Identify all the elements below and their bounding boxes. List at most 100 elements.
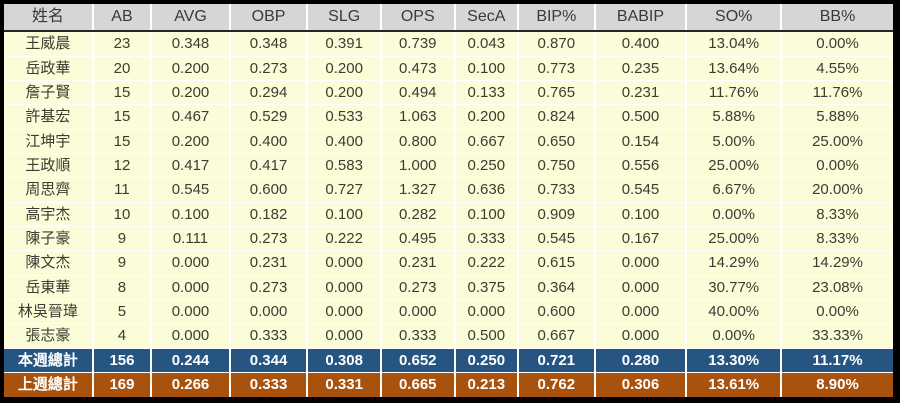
stat-cell: 0.533 (306, 104, 382, 130)
player-name-cell: 林吳晉瑋 (1, 298, 94, 325)
stat-cell: 0.400 (228, 128, 309, 154)
total-stat-cell: 0.250 (453, 347, 520, 373)
stat-cell: 14.29% (685, 250, 783, 276)
stat-cell: 0.250 (453, 152, 520, 179)
stat-cell: 0.400 (306, 128, 382, 154)
stat-cell: 0.231 (593, 79, 688, 106)
stat-cell: 0.417 (150, 152, 231, 179)
stat-cell: 0.000 (306, 250, 382, 276)
table-row: 許基宏 15 0.467 0.529 0.533 1.063 0.200 0.824 0.500… (1, 104, 896, 130)
total-stat-cell: 0.762 (517, 371, 596, 400)
total-stat-cell: 0.652 (379, 347, 456, 373)
stat-cell: 0.100 (453, 201, 520, 227)
stat-cell: 0.000 (150, 298, 231, 325)
player-name-cell: 許基宏 (1, 104, 94, 130)
stat-cell: 0.750 (517, 152, 596, 179)
stat-cell: 5.88% (685, 104, 783, 130)
stat-cell: 0.000 (593, 323, 688, 349)
stat-cell: 0.222 (306, 225, 382, 252)
stat-cell: 8.33% (780, 201, 896, 227)
stat-cell: 0.235 (593, 55, 688, 81)
stat-cell: 5.00% (685, 128, 783, 154)
stat-cell: 0.000 (150, 250, 231, 276)
player-name-cell: 岳東華 (1, 274, 94, 300)
stat-cell: 0.473 (379, 55, 456, 81)
column-header-obp: OBP (228, 1, 309, 32)
stat-cell: 0.167 (593, 225, 688, 252)
stat-cell: 0.417 (228, 152, 309, 179)
stat-cell: 25.00% (685, 152, 783, 179)
stat-cell: 40.00% (685, 298, 783, 325)
stat-cell: 11 (91, 177, 153, 203)
stat-cell: 0.909 (517, 201, 596, 227)
stat-cell: 0.200 (453, 104, 520, 130)
stat-cell: 0.154 (593, 128, 688, 154)
total-stat-cell: 0.331 (306, 371, 382, 400)
stat-cell: 30.77% (685, 274, 783, 300)
column-header-bip: BIP% (517, 1, 596, 32)
stat-cell: 0.111 (150, 225, 231, 252)
stat-cell: 0.100 (150, 201, 231, 227)
stat-cell: 25.00% (780, 128, 896, 154)
table-row: 高宇杰 10 0.100 0.182 0.100 0.282 0.100 0.909 0.100… (1, 201, 896, 227)
stat-cell: 0.650 (517, 128, 596, 154)
stat-cell: 20.00% (780, 177, 896, 203)
stat-cell: 0.500 (453, 323, 520, 349)
total-stat-cell: 0.333 (228, 371, 309, 400)
stat-cell: 0.375 (453, 274, 520, 300)
total-stat-cell: 0.280 (593, 347, 688, 373)
stat-cell: 12 (91, 152, 153, 179)
stat-cell: 0.231 (379, 250, 456, 276)
stat-cell: 8.33% (780, 225, 896, 252)
stat-cell: 0.000 (453, 298, 520, 325)
stat-cell: 0.000 (306, 323, 382, 349)
stat-cell: 20 (91, 55, 153, 81)
stat-cell: 0.100 (306, 201, 382, 227)
stat-cell: 4.55% (780, 55, 896, 81)
total-stat-cell: 0.213 (453, 371, 520, 400)
table-row: 周思齊 11 0.545 0.600 0.727 1.327 0.636 0.733 0.545… (1, 177, 896, 203)
stat-cell: 13.04% (685, 30, 783, 57)
stat-cell: 10 (91, 201, 153, 227)
stat-cell: 0.231 (228, 250, 309, 276)
player-name-cell: 周思齊 (1, 177, 94, 203)
table-row: 張志豪 4 0.000 0.333 0.000 0.333 0.500 0.667 0.000 0… (1, 323, 896, 349)
stat-cell: 0.273 (379, 274, 456, 300)
stat-cell: 0.615 (517, 250, 596, 276)
stat-cell: 0.000 (306, 298, 382, 325)
player-name-cell: 高宇杰 (1, 201, 94, 227)
stat-cell: 0.222 (453, 250, 520, 276)
stat-cell: 0.294 (228, 79, 309, 106)
stat-cell: 0.333 (379, 323, 456, 349)
table-row: 岳政華 20 0.200 0.273 0.200 0.473 0.100 0.773 0.235… (1, 55, 896, 81)
stat-cell: 0.364 (517, 274, 596, 300)
stat-cell: 0.667 (517, 323, 596, 349)
stat-cell: 8 (91, 274, 153, 300)
stat-cell: 0.000 (593, 250, 688, 276)
player-name-cell: 王威晨 (1, 30, 94, 57)
stat-cell: 0.182 (228, 201, 309, 227)
stat-cell: 0.600 (517, 298, 596, 325)
stat-cell: 0.000 (150, 323, 231, 349)
stat-cell: 5.88% (780, 104, 896, 130)
stat-cell: 0.00% (780, 152, 896, 179)
total-stat-cell: 0.665 (379, 371, 456, 400)
stat-cell: 11.76% (780, 79, 896, 106)
stat-cell: 15 (91, 104, 153, 130)
stat-cell: 0.545 (593, 177, 688, 203)
stat-cell: 0.495 (379, 225, 456, 252)
column-header-name: 姓名 (1, 1, 94, 32)
stat-cell: 0.00% (780, 298, 896, 325)
stat-cell: 0.348 (150, 30, 231, 57)
stat-cell: 15 (91, 79, 153, 106)
player-name-cell: 詹子賢 (1, 79, 94, 106)
stat-cell: 0.00% (685, 201, 783, 227)
table-row: 陳文杰 9 0.000 0.231 0.000 0.231 0.222 0.615 0.000 1… (1, 250, 896, 276)
table-row: 王威晨 23 0.348 0.348 0.391 0.739 0.043 0.870 0.400… (1, 30, 896, 57)
stat-cell: 11.76% (685, 79, 783, 106)
stat-cell: 0.100 (593, 201, 688, 227)
stat-cell: 0.200 (150, 79, 231, 106)
stat-cell: 9 (91, 225, 153, 252)
column-header-avg: AVG (150, 1, 231, 32)
